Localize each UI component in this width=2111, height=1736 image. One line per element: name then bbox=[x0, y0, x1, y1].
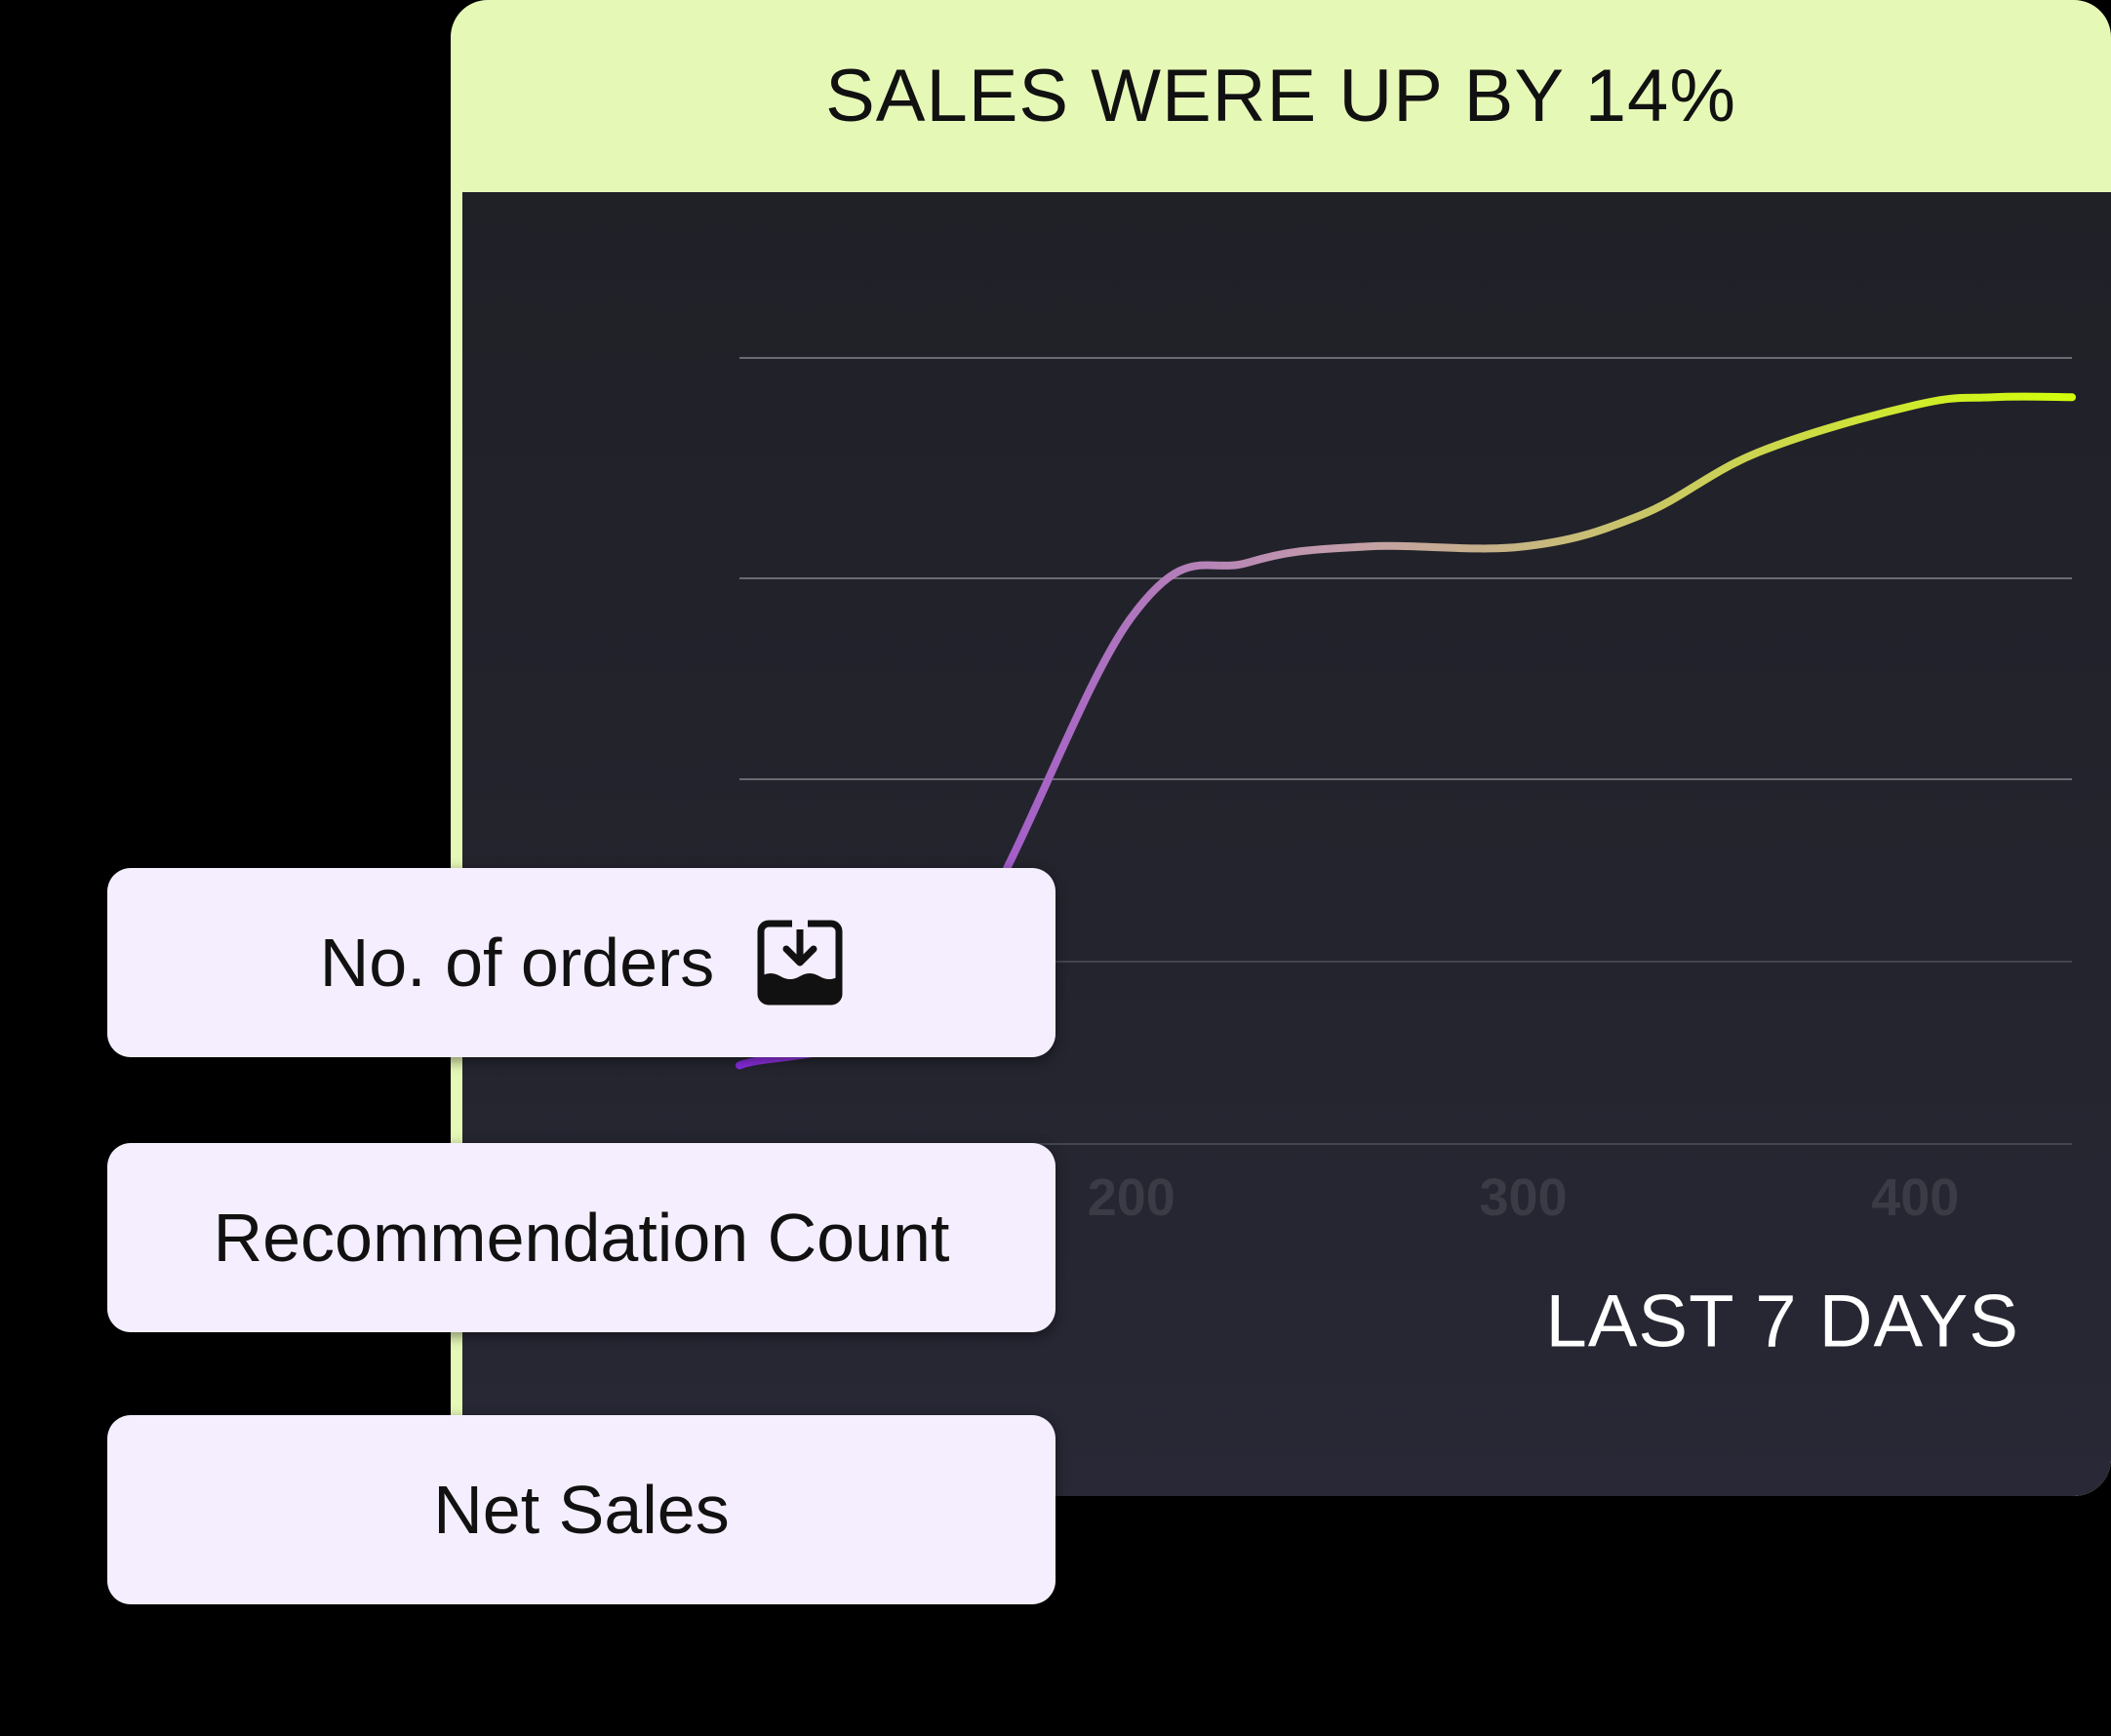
recommendation-count-label: Recommendation Count bbox=[213, 1200, 950, 1276]
inbox-download-icon bbox=[757, 920, 843, 1006]
net-sales-label: Net Sales bbox=[433, 1472, 730, 1548]
x-tick-label: 300 bbox=[1479, 1168, 1567, 1227]
x-tick-label: 200 bbox=[1088, 1168, 1175, 1227]
orders-button[interactable]: No. of orders bbox=[107, 868, 1056, 1057]
x-tick-label: 400 bbox=[1871, 1168, 1959, 1227]
card-header: SALES WERE UP BY 14% bbox=[451, 0, 2111, 192]
recommendation-count-button[interactable]: Recommendation Count bbox=[107, 1143, 1056, 1332]
card-title: SALES WERE UP BY 14% bbox=[825, 55, 1736, 138]
net-sales-button[interactable]: Net Sales bbox=[107, 1415, 1056, 1604]
period-label: LAST 7 DAYS bbox=[1545, 1280, 2019, 1363]
orders-label: No. of orders bbox=[319, 925, 715, 1001]
